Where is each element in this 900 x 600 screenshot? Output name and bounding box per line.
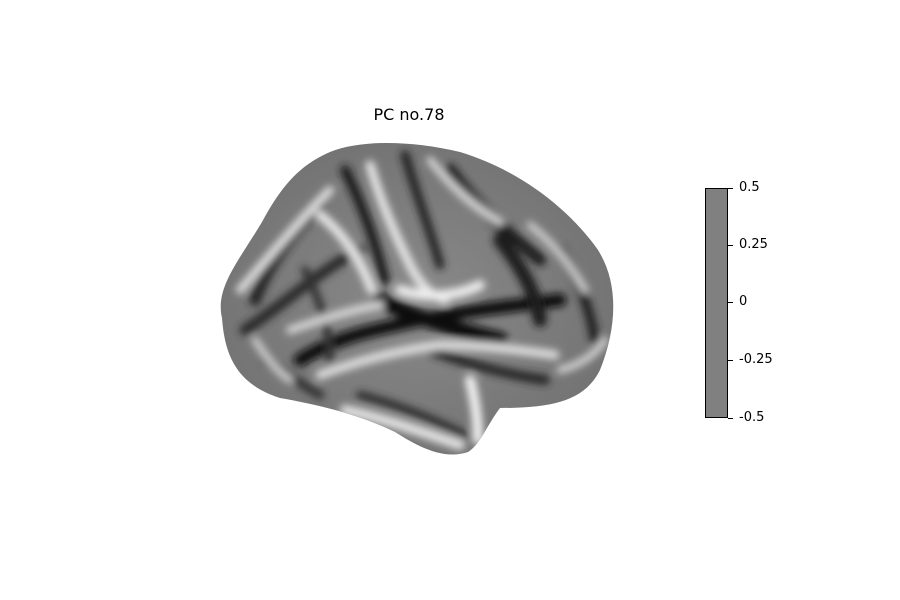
colorbar-tick-label: 0 [739,294,748,309]
colorbar-tick-label: 0.5 [739,180,760,195]
colorbar-tick-label: 0.25 [739,237,768,252]
figure-title: PC no.78 [373,105,445,124]
colorbar-tick [728,360,733,361]
colorbar-tick [728,188,733,189]
colorbar-tick [728,418,733,419]
colorbar [705,188,728,418]
colorbar-tick-label: -0.5 [739,410,765,425]
colorbar-tick [728,302,733,303]
colorbar-tick-label: -0.25 [739,352,773,367]
colorbar-tick [728,245,733,246]
